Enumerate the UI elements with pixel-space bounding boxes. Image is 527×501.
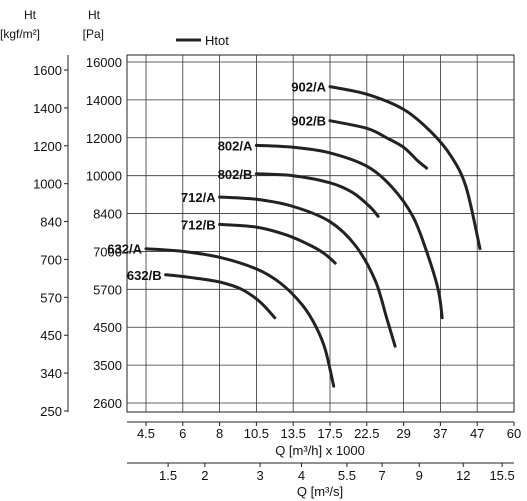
flow-h-tick-label: 17.5 <box>317 426 342 441</box>
flow-s-axis-label: Q [m³/s] <box>297 484 343 499</box>
kgf-tick-label: 840 <box>40 215 62 230</box>
kgf-tick-label: 1000 <box>33 177 62 192</box>
kgf-tick-label: 450 <box>40 328 62 343</box>
flow-s-axis-ticks: 1.5 2 3 4 5.5 7 9 12 15.5 <box>159 463 515 483</box>
kgf-tick-label: 1600 <box>33 63 62 78</box>
pa-tick-label: 12000 <box>86 131 122 146</box>
flow-h-tick-label: 29 <box>396 426 410 441</box>
curve-902-a <box>328 85 482 251</box>
curve-632-b <box>164 273 277 320</box>
curve-label: 902/B <box>291 114 326 129</box>
flow-h-tick-label: 8 <box>216 426 223 441</box>
pa-tick-label: 2600 <box>93 396 122 411</box>
pa-tick-label: 3500 <box>93 358 122 373</box>
pa-tick-label: 14000 <box>86 93 122 108</box>
flow-h-tick-label: 13.5 <box>281 426 306 441</box>
flow-h-tick-label: 60 <box>507 426 521 441</box>
plot-frame <box>126 54 515 413</box>
flow-s-tick-label: 5.5 <box>338 468 356 483</box>
curve-label: 632/B <box>127 268 162 283</box>
flow-h-tick-label: 10.5 <box>244 426 269 441</box>
curve-632-a <box>144 247 336 388</box>
kgf-tick-label: 700 <box>40 252 62 267</box>
curve-label: 802/A <box>218 138 253 153</box>
flow-h-tick-label: 22.5 <box>354 426 379 441</box>
flow-s-tick-label: 3 <box>256 468 263 483</box>
curve-label: 632/A <box>107 242 142 257</box>
pa-axis-ticks: 16000 14000 12000 10000 8400 7000 5700 4500 3500… <box>86 55 122 411</box>
flow-h-tick-label: 6 <box>179 426 186 441</box>
pa-tick-label: 8400 <box>93 207 122 222</box>
kgf-tick-label: 570 <box>40 290 62 305</box>
pa-tick-label: 10000 <box>86 169 122 184</box>
left-axis-1-unit-bottom: [kgf/m²] <box>0 27 40 41</box>
flow-h-tick-label: 37 <box>433 426 447 441</box>
kgf-tick-label: 1400 <box>33 101 62 116</box>
flow-h-tick-label: 47 <box>470 426 484 441</box>
curve-802-a <box>254 143 444 320</box>
pa-tick-label: 4500 <box>93 320 122 335</box>
pa-tick-label: 5700 <box>93 282 122 297</box>
performance-curves <box>144 85 482 388</box>
curve-712-a <box>218 195 397 348</box>
curve-label: 712/B <box>181 217 216 232</box>
legend-label: Htot <box>205 33 229 48</box>
flow-h-axis-ticks: 4.5 6 8 10.5 13.5 17.5 22.5 29 37 47 60 <box>137 422 521 441</box>
grid-lines <box>127 55 514 412</box>
flow-h-axis-label: Q [m³/h] x 1000 <box>275 443 365 458</box>
curve-802-b <box>254 172 380 218</box>
flow-s-tick-label: 15.5 <box>489 468 514 483</box>
left-axis-2-unit-bottom: [Pa] <box>83 27 104 41</box>
curve-label: 902/A <box>291 80 326 95</box>
flow-s-tick-label: 7 <box>378 468 385 483</box>
curve-label: 712/A <box>181 190 216 205</box>
curve-902-b <box>328 119 429 170</box>
curve-label: 802/B <box>218 167 253 182</box>
flow-s-tick-label: 1.5 <box>159 468 177 483</box>
kgf-tick-label: 1200 <box>33 139 62 154</box>
kgf-tick-label: 250 <box>40 404 62 419</box>
pa-tick-label: 7000 <box>93 244 122 259</box>
kgf-tick-label: 340 <box>40 366 62 381</box>
curve-712-b <box>218 222 337 265</box>
left-axis-1-unit-top: Ht <box>24 8 37 22</box>
flow-h-tick-label: 4.5 <box>137 426 155 441</box>
flow-s-tick-label: 12 <box>456 468 470 483</box>
left-axis-2-unit-top: Ht <box>88 8 101 22</box>
flow-s-tick-label: 4 <box>298 468 305 483</box>
flow-s-tick-label: 9 <box>416 468 423 483</box>
pa-tick-label: 16000 <box>86 55 122 70</box>
kgf-axis-ticks: 1600 1400 1200 1000 840 700 570 450 340 250 <box>33 63 68 419</box>
flow-s-tick-label: 2 <box>201 468 208 483</box>
